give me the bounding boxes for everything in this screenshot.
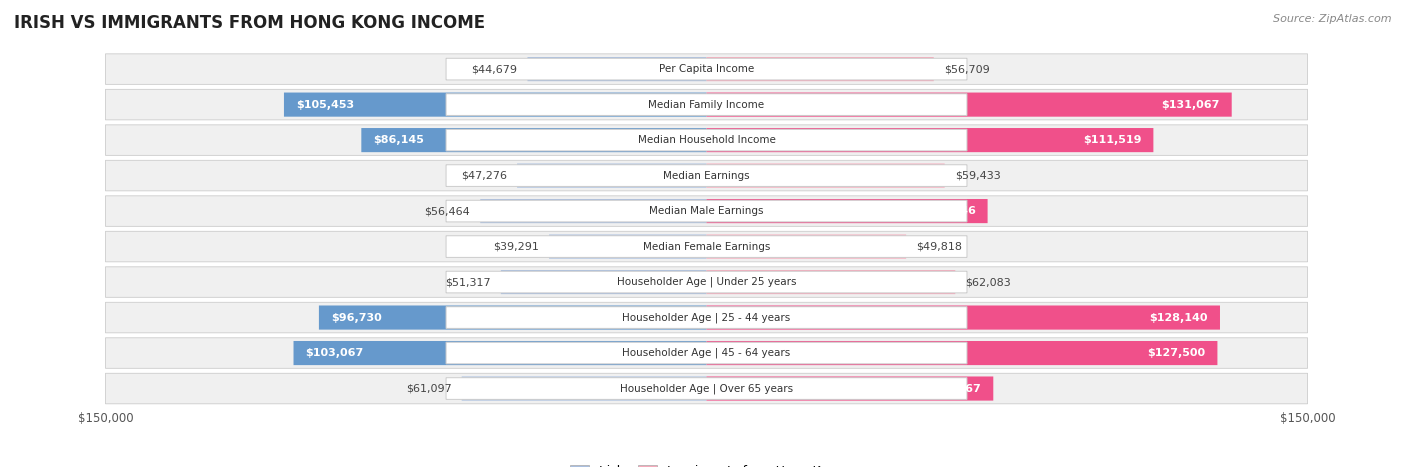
Text: Householder Age | Under 25 years: Householder Age | Under 25 years xyxy=(617,277,796,287)
FancyBboxPatch shape xyxy=(446,342,967,364)
Text: Median Male Earnings: Median Male Earnings xyxy=(650,206,763,216)
Text: $103,067: $103,067 xyxy=(305,348,364,358)
FancyBboxPatch shape xyxy=(446,129,967,151)
FancyBboxPatch shape xyxy=(446,236,967,257)
FancyBboxPatch shape xyxy=(294,341,707,365)
Text: $47,276: $47,276 xyxy=(461,170,508,181)
Text: $71,567: $71,567 xyxy=(931,383,981,394)
Text: IRISH VS IMMIGRANTS FROM HONG KONG INCOME: IRISH VS IMMIGRANTS FROM HONG KONG INCOM… xyxy=(14,14,485,32)
Text: $131,067: $131,067 xyxy=(1161,99,1219,110)
FancyBboxPatch shape xyxy=(105,89,1308,120)
FancyBboxPatch shape xyxy=(105,231,1308,262)
Text: $56,709: $56,709 xyxy=(943,64,990,74)
FancyBboxPatch shape xyxy=(446,378,967,399)
FancyBboxPatch shape xyxy=(707,163,945,188)
FancyBboxPatch shape xyxy=(707,128,1153,152)
Text: $51,317: $51,317 xyxy=(446,277,491,287)
Text: $59,433: $59,433 xyxy=(955,170,1001,181)
FancyBboxPatch shape xyxy=(105,125,1308,156)
Text: Median Earnings: Median Earnings xyxy=(664,170,749,181)
Text: $62,083: $62,083 xyxy=(966,277,1011,287)
FancyBboxPatch shape xyxy=(361,128,707,152)
FancyBboxPatch shape xyxy=(707,341,1218,365)
FancyBboxPatch shape xyxy=(461,376,707,401)
FancyBboxPatch shape xyxy=(707,92,1232,117)
FancyBboxPatch shape xyxy=(105,267,1308,297)
FancyBboxPatch shape xyxy=(105,196,1308,226)
Text: Householder Age | 45 - 64 years: Householder Age | 45 - 64 years xyxy=(623,348,790,358)
FancyBboxPatch shape xyxy=(501,270,707,294)
Text: $49,818: $49,818 xyxy=(917,241,962,252)
FancyBboxPatch shape xyxy=(105,54,1308,85)
Legend: Irish, Immigrants from Hong Kong: Irish, Immigrants from Hong Kong xyxy=(569,465,844,467)
Text: $96,730: $96,730 xyxy=(330,312,381,323)
FancyBboxPatch shape xyxy=(707,270,955,294)
FancyBboxPatch shape xyxy=(446,58,967,80)
FancyBboxPatch shape xyxy=(284,92,707,117)
Text: $61,097: $61,097 xyxy=(406,383,451,394)
Text: Median Female Earnings: Median Female Earnings xyxy=(643,241,770,252)
Text: Median Household Income: Median Household Income xyxy=(637,135,776,145)
FancyBboxPatch shape xyxy=(550,234,707,259)
FancyBboxPatch shape xyxy=(105,338,1308,368)
FancyBboxPatch shape xyxy=(319,305,707,330)
FancyBboxPatch shape xyxy=(446,307,967,328)
FancyBboxPatch shape xyxy=(446,94,967,115)
FancyBboxPatch shape xyxy=(517,163,707,188)
Text: Per Capita Income: Per Capita Income xyxy=(659,64,754,74)
Text: Median Family Income: Median Family Income xyxy=(648,99,765,110)
FancyBboxPatch shape xyxy=(707,305,1220,330)
Text: $39,291: $39,291 xyxy=(494,241,538,252)
Text: $128,140: $128,140 xyxy=(1150,312,1208,323)
FancyBboxPatch shape xyxy=(446,271,967,293)
Text: $56,464: $56,464 xyxy=(425,206,470,216)
Text: $86,145: $86,145 xyxy=(374,135,425,145)
Text: $44,679: $44,679 xyxy=(471,64,517,74)
FancyBboxPatch shape xyxy=(105,373,1308,404)
FancyBboxPatch shape xyxy=(707,199,987,223)
FancyBboxPatch shape xyxy=(527,57,707,81)
FancyBboxPatch shape xyxy=(105,302,1308,333)
Text: Householder Age | 25 - 44 years: Householder Age | 25 - 44 years xyxy=(623,312,790,323)
FancyBboxPatch shape xyxy=(707,57,934,81)
Text: $127,500: $127,500 xyxy=(1147,348,1205,358)
FancyBboxPatch shape xyxy=(481,199,707,223)
Text: Source: ZipAtlas.com: Source: ZipAtlas.com xyxy=(1274,14,1392,24)
Text: Householder Age | Over 65 years: Householder Age | Over 65 years xyxy=(620,383,793,394)
Text: $111,519: $111,519 xyxy=(1083,135,1142,145)
FancyBboxPatch shape xyxy=(707,376,993,401)
FancyBboxPatch shape xyxy=(707,234,905,259)
FancyBboxPatch shape xyxy=(446,200,967,222)
FancyBboxPatch shape xyxy=(105,160,1308,191)
Text: $70,146: $70,146 xyxy=(925,206,976,216)
Text: $105,453: $105,453 xyxy=(297,99,354,110)
FancyBboxPatch shape xyxy=(446,165,967,186)
